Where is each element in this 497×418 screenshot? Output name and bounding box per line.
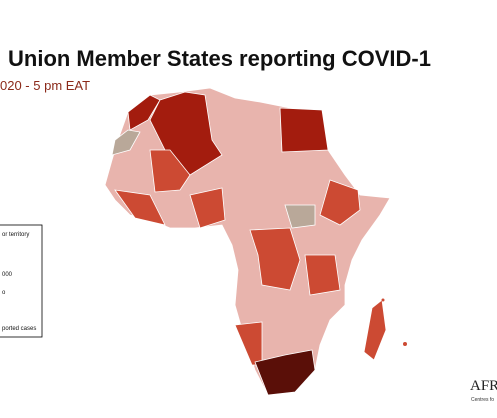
- logo: AFR: [470, 378, 497, 394]
- legend-box: [0, 224, 43, 338]
- legend-item: 000: [2, 272, 13, 278]
- country: [249, 227, 301, 291]
- country: [363, 299, 387, 361]
- africa-map: [104, 87, 407, 396]
- logo-subtext: Centres fo: [471, 397, 494, 403]
- country: [114, 189, 166, 226]
- country: [127, 94, 161, 131]
- country: [189, 187, 226, 229]
- country: [279, 107, 329, 153]
- country: [319, 179, 361, 226]
- country: [111, 129, 141, 156]
- country: [304, 254, 341, 296]
- island: [403, 342, 407, 346]
- country: [254, 349, 316, 396]
- legend-item: or territory: [2, 232, 29, 238]
- subtitle: 020 - 5 pm EAT: [0, 78, 90, 93]
- legend: or territory 000 o ported cases: [0, 224, 43, 338]
- country: [149, 149, 191, 193]
- legend-item: o: [2, 290, 6, 296]
- legend-item: ported cases: [2, 326, 36, 332]
- title: Union Member States reporting COVID-1: [8, 46, 431, 71]
- country: [284, 204, 316, 229]
- island: [381, 298, 385, 302]
- country: [234, 321, 263, 366]
